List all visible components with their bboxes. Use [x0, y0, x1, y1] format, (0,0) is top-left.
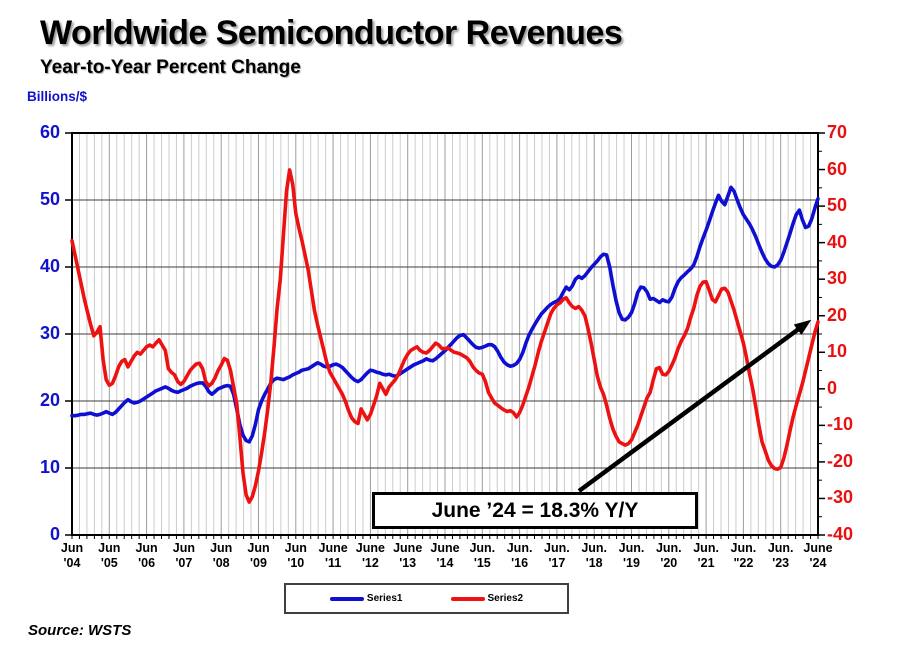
left-axis-tick-label: 10 — [39, 457, 60, 477]
x-axis-tick-label: June '14 — [430, 541, 460, 570]
left-axis-unit-label: Billions/$ — [27, 89, 88, 104]
x-axis-tick-label: June '12 — [355, 541, 385, 570]
left-axis-tick-label: 40 — [39, 256, 60, 276]
left-axis-tick-label: 20 — [39, 390, 60, 410]
x-axis-tick-label: Jun. '19 — [618, 541, 645, 570]
left-axis-tick-label: 50 — [39, 189, 60, 209]
x-axis-tick-label: Jun '05 — [98, 541, 121, 570]
x-axis-tick-label: Jun '06 — [135, 541, 158, 570]
left-axis-tick-label: 0 — [49, 524, 60, 544]
right-axis-tick-label: -10 — [827, 414, 854, 435]
series2-line-swatch — [450, 596, 485, 601]
right-axis-tick-label: 70 — [827, 122, 848, 142]
right-axis-tick-label: 0 — [827, 377, 838, 398]
right-axis-tick-label: -30 — [827, 487, 854, 508]
page-title: Worldwide Semiconductor Revenues — [40, 14, 623, 52]
x-axis-tick-label: Jun '10 — [284, 541, 307, 570]
right-axis-tick-label: 50 — [827, 195, 848, 216]
x-axis-tick-label: Jun. '20 — [655, 541, 682, 570]
x-axis-tick-label: Jun. '17 — [544, 541, 570, 570]
right-axis-tick-label: 40 — [827, 231, 848, 252]
x-axis-tick-label: Jun '07 — [172, 541, 195, 570]
series1-line-swatch — [329, 596, 364, 601]
x-axis-tick-label: Jun '04 — [60, 541, 84, 570]
x-axis-tick-label: Jun. '23 — [767, 541, 794, 570]
source-note: Source: WSTS — [28, 622, 132, 639]
annotation-text: June ’24 = 18.3% Y/Y — [431, 498, 639, 522]
left-axis-tick-label: 60 — [39, 122, 60, 142]
annotation-arrow — [577, 319, 812, 493]
x-axis-tick-label: June '24 — [803, 541, 833, 570]
annotation-box: June ’24 = 18.3% Y/Y — [372, 492, 698, 529]
right-axis-tick-label: 60 — [827, 158, 848, 179]
series1-line — [70, 185, 820, 444]
legend-item-series1: Series1 — [329, 593, 403, 604]
x-axis-tick-label: Jun. '16 — [506, 541, 533, 570]
x-axis-tick-label: Jun. '21 — [693, 541, 719, 570]
plot-border — [71, 132, 819, 536]
legend-label-series1: Series1 — [366, 593, 403, 604]
left-axis-tick-label: 30 — [39, 323, 60, 343]
legend: Series1 Series2 — [284, 583, 569, 614]
legend-item-series2: Series2 — [450, 593, 524, 604]
x-axis-tick-label: Jun '08 — [210, 541, 233, 570]
right-axis-tick-label: 20 — [827, 304, 848, 325]
right-axis-tick-label: 30 — [827, 268, 848, 289]
page-subtitle: Year-to-Year Percent Change — [40, 57, 301, 78]
series2-line — [70, 168, 820, 504]
right-axis-tick-label: -40 — [827, 524, 854, 544]
x-axis-tick-label: Jun. '15 — [469, 541, 496, 570]
x-axis-tick-label: Jun. '18 — [581, 541, 608, 570]
x-axis-tick-label: June '13 — [393, 541, 423, 570]
x-axis-tick-label: Jun '09 — [247, 541, 270, 570]
right-axis-tick-label: -20 — [827, 450, 854, 471]
x-axis-tick-label: June '11 — [318, 541, 348, 570]
x-axis-tick-label: Jun. "22 — [730, 541, 757, 570]
right-axis-tick-label: 10 — [827, 341, 848, 362]
legend-label-series2: Series2 — [487, 593, 524, 604]
